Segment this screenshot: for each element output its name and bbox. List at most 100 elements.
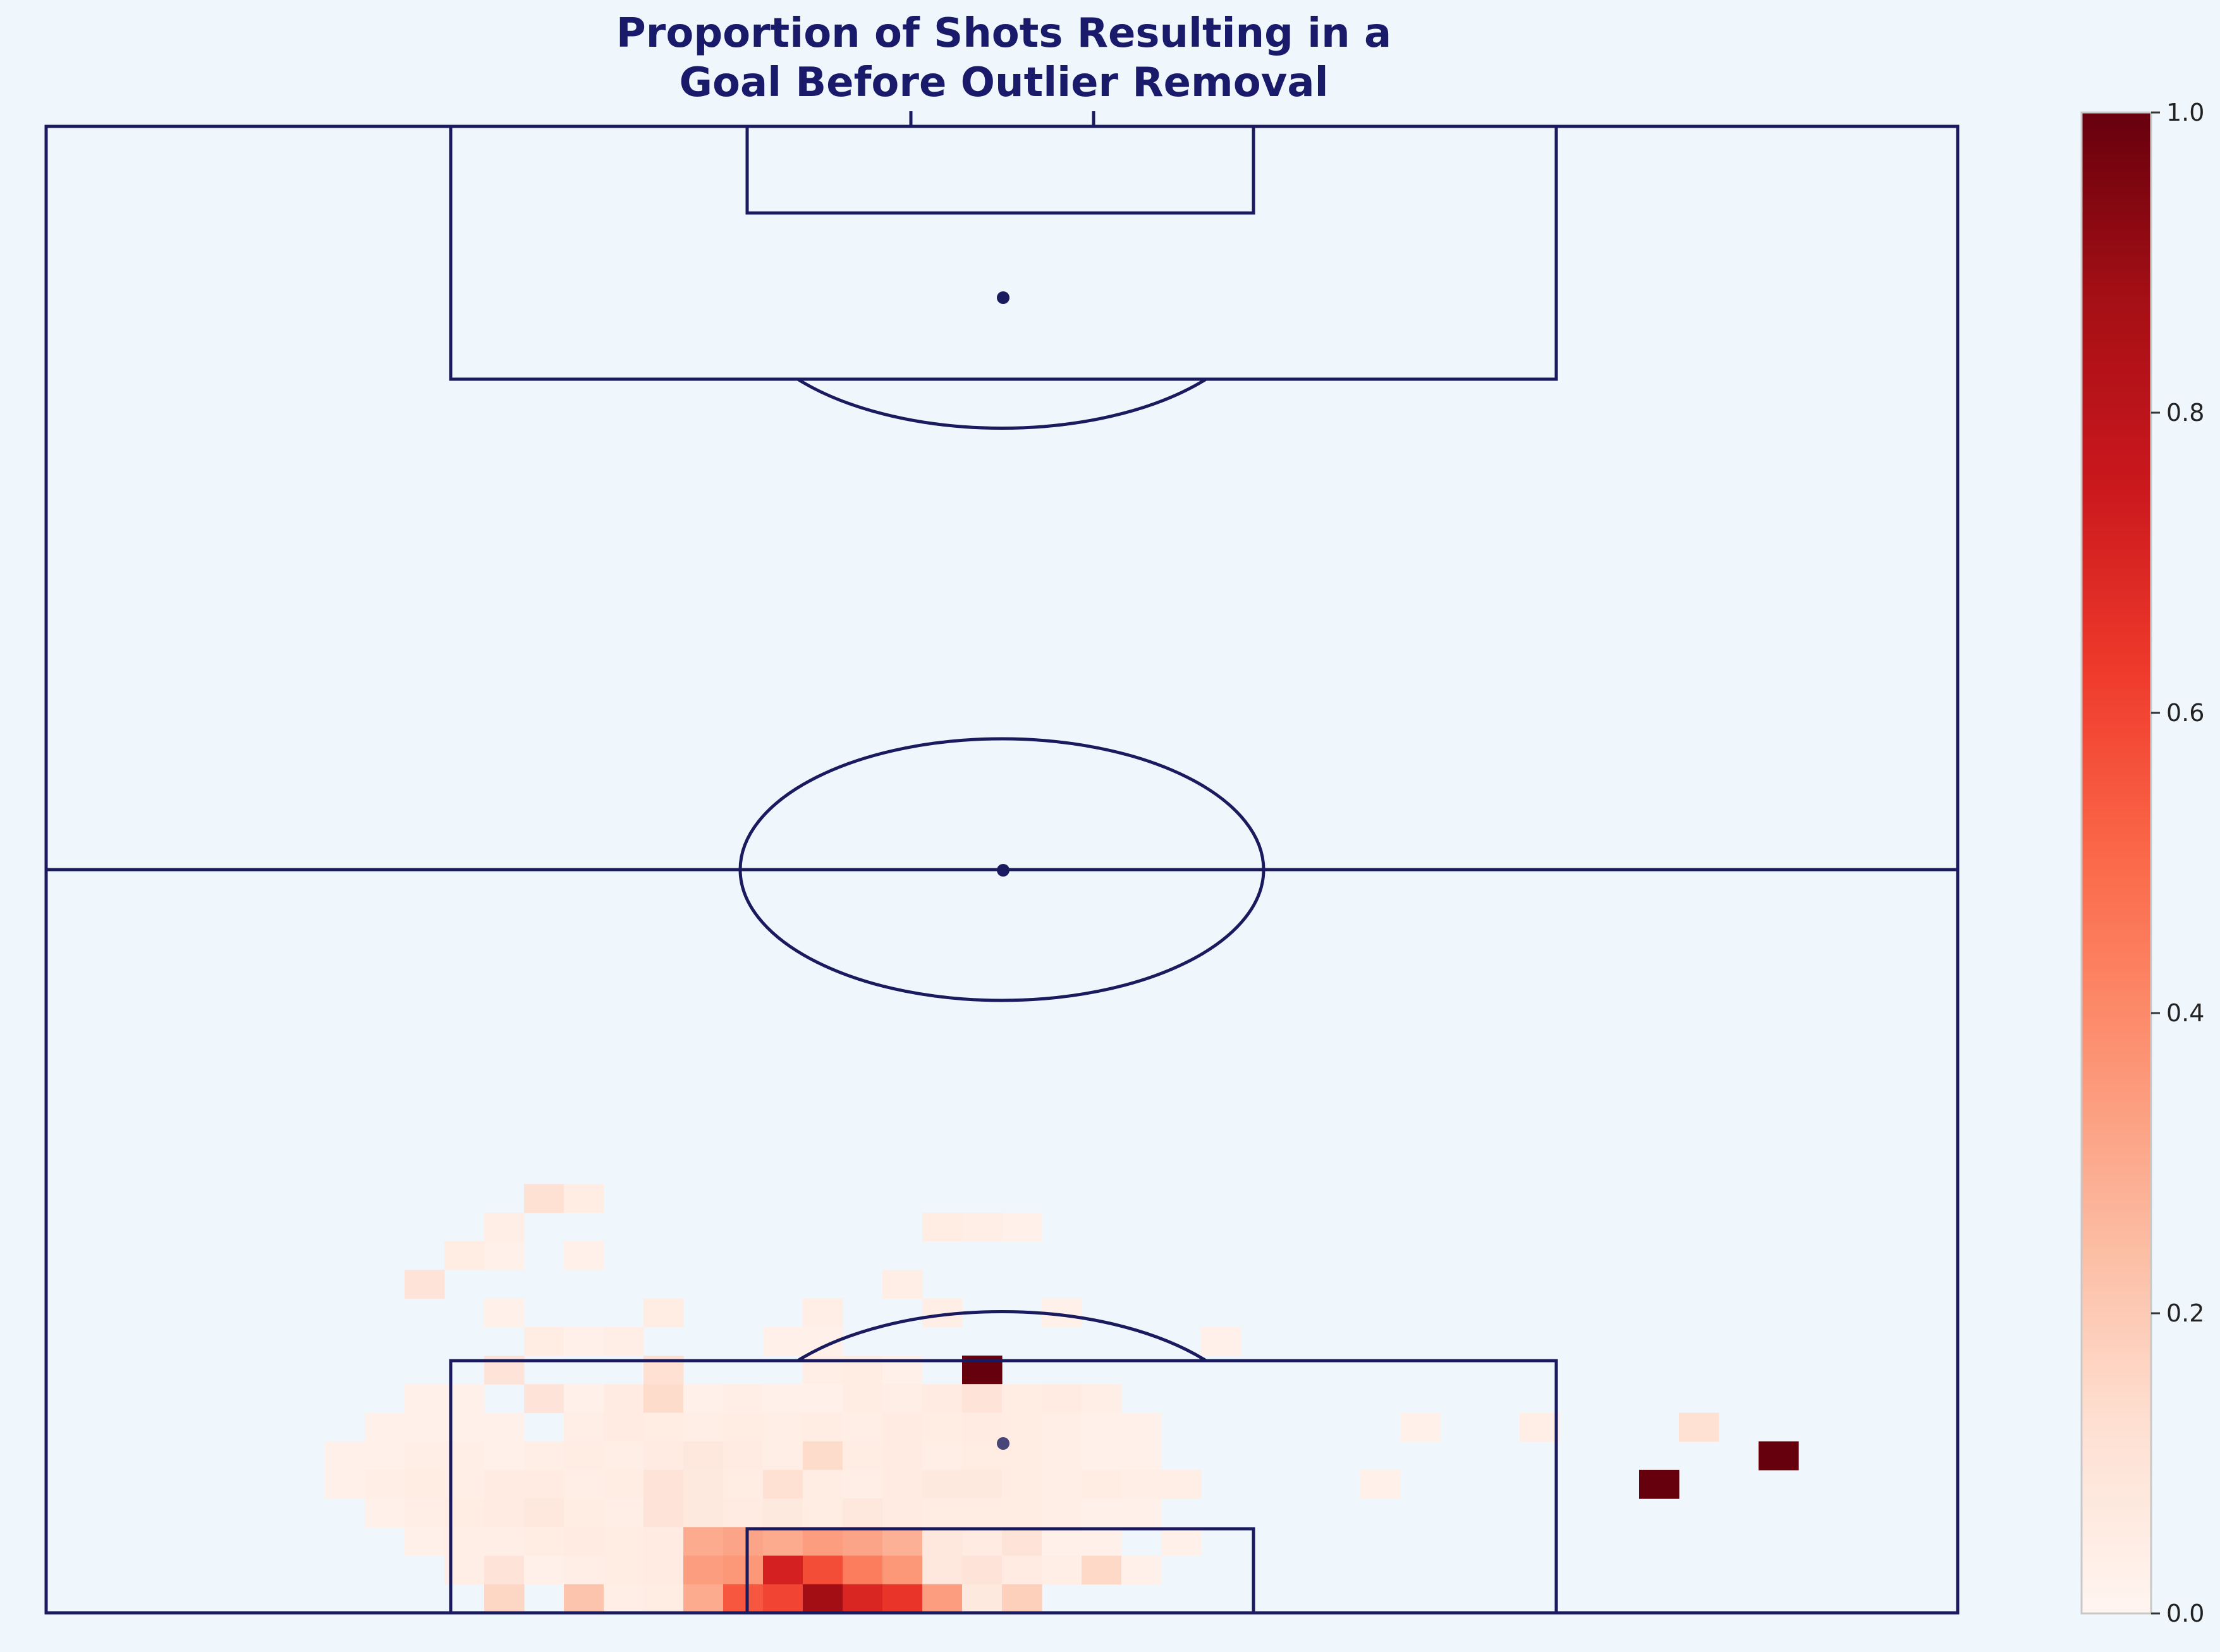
heatmap-cell xyxy=(803,1412,843,1442)
heatmap-cell xyxy=(604,1412,644,1442)
heatmap-cell xyxy=(683,1384,724,1413)
bottom-penalty-spot xyxy=(997,1437,1009,1450)
heatmap-cell xyxy=(683,1584,724,1613)
heatmap-cell xyxy=(922,1384,963,1413)
heatmap-cell xyxy=(1759,1441,1799,1471)
heatmap-cell xyxy=(484,1469,525,1499)
heatmap-cell xyxy=(922,1212,963,1242)
heatmap-cell xyxy=(1121,1498,1162,1527)
heatmap-cell xyxy=(803,1469,843,1499)
bottom-six-yard-box xyxy=(745,1527,1255,1615)
colorbar-gradient xyxy=(2080,111,2152,1615)
heatmap-cell xyxy=(524,1327,564,1356)
heatmap-cell xyxy=(484,1298,525,1328)
heatmap-cell xyxy=(882,1270,923,1299)
heatmap-cell xyxy=(524,1498,564,1527)
heatmap-cell xyxy=(763,1527,803,1557)
heatmap-cell xyxy=(843,1469,883,1499)
center-spot xyxy=(997,864,1009,877)
heatmap-cell xyxy=(803,1498,843,1527)
colorbar-tick-label: 0.2 xyxy=(2166,1299,2204,1327)
heatmap-cell xyxy=(1042,1498,1082,1527)
colorbar-tick-label: 1.0 xyxy=(2166,99,2204,126)
heatmap-cell xyxy=(1121,1441,1162,1471)
heatmap-cell xyxy=(922,1469,963,1499)
heatmap-cell xyxy=(803,1555,843,1585)
heatmap-cell xyxy=(564,1584,604,1613)
heatmap-cell xyxy=(1042,1527,1082,1557)
heatmap-cell xyxy=(723,1498,764,1527)
heatmap-cell xyxy=(1082,1441,1122,1471)
heatmap-cell xyxy=(763,1469,803,1499)
heatmap-cell xyxy=(683,1441,724,1471)
heatmap-cell xyxy=(405,1441,445,1471)
heatmap-cell xyxy=(643,1584,684,1613)
heatmap-cell xyxy=(723,1527,764,1557)
heatmap-cell xyxy=(1002,1527,1042,1557)
heatmap-cell xyxy=(365,1441,405,1471)
heatmap-cell xyxy=(524,1184,564,1213)
heatmap-cell xyxy=(564,1412,604,1442)
heatmap-cell xyxy=(1639,1469,1680,1499)
heatmap-cell xyxy=(882,1469,923,1499)
colorbar-tick-label: 0.0 xyxy=(2166,1600,2204,1627)
heatmap-cell xyxy=(1042,1469,1082,1499)
heatmap-cell xyxy=(962,1441,1003,1471)
chart-title-line-1: Proportion of Shots Resulting in a xyxy=(616,10,1391,57)
heatmap-cell xyxy=(564,1527,604,1557)
heatmap-cell xyxy=(962,1527,1003,1557)
heatmap-cell xyxy=(524,1469,564,1499)
pitch-markings xyxy=(44,111,1960,1615)
heatmap-cell xyxy=(843,1555,883,1585)
heatmap-cell xyxy=(484,1584,525,1613)
heatmap-cell xyxy=(1201,1327,1241,1356)
heatmap-cell xyxy=(962,1584,1003,1613)
heatmap-cell xyxy=(962,1555,1003,1585)
heatmap-cell xyxy=(1042,1384,1082,1413)
heatmap-cell xyxy=(962,1412,1003,1442)
heatmap-cell xyxy=(1082,1498,1122,1527)
heatmap-cell xyxy=(325,1441,365,1471)
heatmap-cell xyxy=(803,1384,843,1413)
heatmap-cell xyxy=(564,1555,604,1585)
heatmap-cell xyxy=(843,1384,883,1413)
heatmap-cell xyxy=(882,1384,923,1413)
heatmap-cell xyxy=(643,1498,684,1527)
heatmap-cell xyxy=(962,1384,1003,1413)
colorbar-ticks: 0.0 0.2 0.4 0.6 0.8 1.0 xyxy=(2151,99,2204,1627)
heatmap-cell xyxy=(604,1469,644,1499)
heatmap-cell xyxy=(604,1384,644,1413)
heatmap-cell xyxy=(1082,1527,1122,1557)
colorbar-tick-label: 0.8 xyxy=(2166,399,2204,427)
heatmap-cell xyxy=(643,1412,684,1442)
heatmap-cell xyxy=(763,1384,803,1413)
heatmap-cell xyxy=(723,1469,764,1499)
heatmap-cell xyxy=(1042,1441,1082,1471)
heatmap-cell xyxy=(922,1412,963,1442)
heatmap-cell xyxy=(643,1555,684,1585)
colorbar-tick-label: 0.6 xyxy=(2166,699,2204,727)
heatmap-cell xyxy=(723,1384,764,1413)
heatmap-cell xyxy=(405,1412,445,1442)
heatmap-cell xyxy=(524,1441,564,1471)
heatmap-cell xyxy=(1002,1584,1042,1613)
heatmap-cell xyxy=(1082,1555,1122,1585)
colorbar-tick-label: 0.4 xyxy=(2166,999,2204,1027)
heatmap-cell xyxy=(882,1412,923,1442)
heatmap-cell xyxy=(683,1527,724,1557)
heatmap-cell xyxy=(484,1212,525,1242)
heatmap-cell xyxy=(763,1555,803,1585)
chart-title-line-2: Goal Before Outlier Removal xyxy=(679,59,1328,106)
heatmap-cell xyxy=(405,1527,445,1557)
heatmap-cell xyxy=(843,1527,883,1557)
heatmap-cell xyxy=(723,1441,764,1471)
heatmap-cell xyxy=(962,1212,1003,1242)
heatmap-cell xyxy=(922,1441,963,1471)
top-six-yard-box xyxy=(745,125,1255,215)
heatmap-cell xyxy=(1002,1384,1042,1413)
heatmap-cell xyxy=(922,1555,963,1585)
heatmap-cell xyxy=(683,1469,724,1499)
heatmap-cell xyxy=(1002,1212,1042,1242)
heatmap-cell xyxy=(1002,1469,1042,1499)
